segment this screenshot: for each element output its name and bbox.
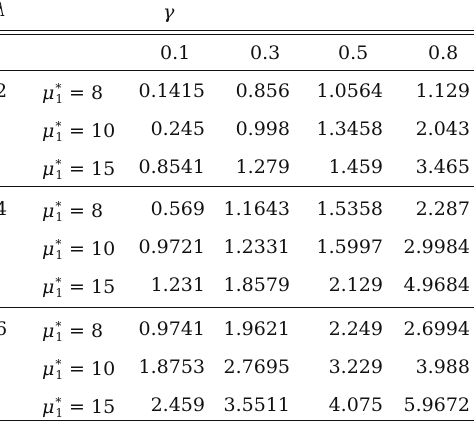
mu-symbol: μ (42, 396, 55, 418)
mu-superscript: * (55, 157, 62, 171)
table-cell: 0.8541 (138, 156, 205, 178)
table-cell: 0.9721 (138, 236, 205, 258)
mu-value: = 10 (63, 120, 116, 142)
mu-value: = 10 (63, 358, 116, 380)
mu-label: μ*1 = 15 (42, 158, 115, 181)
table-cell: 1.231 (150, 274, 205, 296)
group-divider-1 (0, 186, 474, 187)
mu-subscript: 1 (55, 248, 63, 262)
mu-label: μ*1 = 10 (42, 120, 115, 143)
mu-subscript: 1 (55, 92, 63, 106)
mu-value: = 15 (63, 396, 116, 418)
table-cell: 1.8579 (223, 274, 290, 296)
table-cell: 2.129 (328, 274, 383, 296)
mu-value: = 8 (63, 200, 104, 222)
mu-symbol: μ (42, 238, 55, 260)
table-cell: 1.9621 (223, 318, 290, 340)
table-cell: 4.9684 (403, 274, 470, 296)
mu-symbol: μ (42, 358, 55, 380)
table-cell: 1.129 (415, 80, 470, 102)
table-cell: 1.2331 (223, 236, 290, 258)
mu-label: μ*1 = 10 (42, 358, 115, 381)
mu-label: μ*1 = 8 (42, 200, 103, 223)
lambda-value: 6 (0, 318, 8, 340)
mu-symbol: μ (42, 320, 55, 342)
top-rule-1 (0, 30, 474, 31)
table-cell: 2.7695 (223, 356, 290, 378)
table-cell: 2.287 (415, 198, 470, 220)
table-cell: 5.9672 (403, 394, 470, 416)
table-cell: 1.459 (328, 156, 383, 178)
mu-subscript: 1 (55, 168, 63, 182)
lambda-value: 4 (0, 198, 8, 220)
mu-superscript: * (55, 119, 62, 133)
table-cell: 1.279 (235, 156, 290, 178)
gamma-header: γ (163, 1, 175, 23)
table-cell: 1.3458 (316, 118, 383, 140)
top-rule-2 (0, 34, 474, 35)
table-cell: 0.569 (150, 198, 205, 220)
table-cell: 2.249 (328, 318, 383, 340)
mu-superscript: * (55, 199, 62, 213)
column-header: 0.3 (250, 42, 281, 64)
table-cell: 2.043 (415, 118, 470, 140)
table-cell: 3.229 (328, 356, 383, 378)
mu-superscript: * (55, 395, 62, 409)
table-cell: 4.075 (328, 394, 383, 416)
mu-superscript: * (55, 237, 62, 251)
table-cell: 1.5997 (316, 236, 383, 258)
column-header: 0.5 (338, 42, 369, 64)
table-cell: 0.245 (150, 118, 205, 140)
mu-symbol: μ (42, 82, 55, 104)
mu-subscript: 1 (55, 406, 63, 420)
mu-label: μ*1 = 15 (42, 396, 115, 419)
table-cell: 3.5511 (223, 394, 290, 416)
table-cell: 1.8753 (138, 356, 205, 378)
mu-label: μ*1 = 8 (42, 320, 103, 343)
mu-superscript: * (55, 319, 62, 333)
mu-subscript: 1 (55, 368, 63, 382)
mu-superscript: * (55, 81, 62, 95)
mu-subscript: 1 (55, 130, 63, 144)
mu-subscript: 1 (55, 330, 63, 344)
header-rule (0, 70, 474, 71)
mu-subscript: 1 (55, 210, 63, 224)
mu-label: μ*1 = 15 (42, 276, 115, 299)
mu-subscript: 1 (55, 286, 63, 300)
mu-superscript: * (55, 275, 62, 289)
column-header: 0.8 (428, 42, 459, 64)
table-cell: 2.459 (150, 394, 205, 416)
lambda-header: λ (0, 1, 6, 20)
mu-value: = 10 (63, 238, 116, 260)
mu-symbol: μ (42, 200, 55, 222)
mu-value: = 15 (63, 276, 116, 298)
table-cell: 1.1643 (223, 198, 290, 220)
table-cell: 0.1415 (138, 80, 205, 102)
table-cell: 0.856 (235, 80, 290, 102)
mu-label: μ*1 = 8 (42, 82, 103, 105)
mu-superscript: * (55, 357, 62, 371)
table-cell: 1.5358 (316, 198, 383, 220)
table-cell: 1.0564 (316, 80, 383, 102)
group-divider-2 (0, 307, 474, 308)
mu-value: = 8 (63, 320, 104, 342)
mu-label: μ*1 = 10 (42, 238, 115, 261)
table-cell: 0.9741 (138, 318, 205, 340)
table-cell: 3.465 (415, 156, 470, 178)
mu-symbol: μ (42, 276, 55, 298)
column-header: 0.1 (160, 42, 191, 64)
table-cell: 2.9984 (403, 236, 470, 258)
table-cell: 0.998 (235, 118, 290, 140)
mu-value: = 8 (63, 82, 104, 104)
table-cell: 2.6994 (403, 318, 470, 340)
mu-value: = 15 (63, 158, 116, 180)
table-cell: 3.988 (415, 356, 470, 378)
mu-symbol: μ (42, 120, 55, 142)
lambda-value: 2 (0, 80, 8, 102)
mu-symbol: μ (42, 158, 55, 180)
